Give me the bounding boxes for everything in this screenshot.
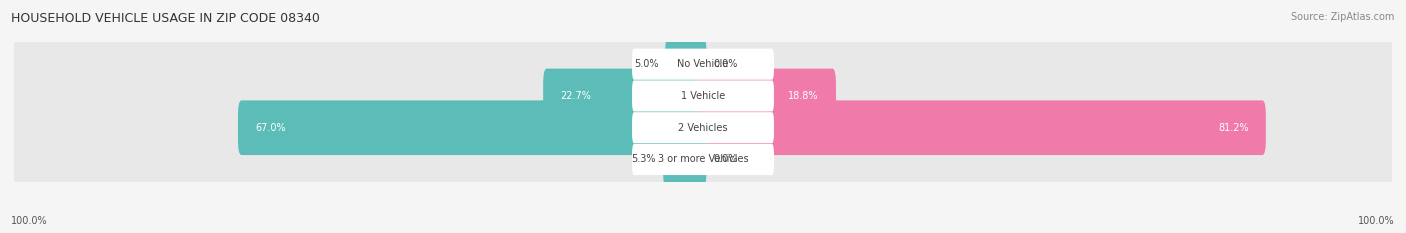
FancyBboxPatch shape <box>8 26 1398 103</box>
Text: 81.2%: 81.2% <box>1218 123 1249 133</box>
FancyBboxPatch shape <box>543 69 706 123</box>
Text: 100.0%: 100.0% <box>11 216 48 226</box>
FancyBboxPatch shape <box>238 100 706 155</box>
Text: 5.0%: 5.0% <box>634 59 658 69</box>
FancyBboxPatch shape <box>8 89 1398 166</box>
Text: 22.7%: 22.7% <box>561 91 592 101</box>
Text: No Vehicle: No Vehicle <box>678 59 728 69</box>
FancyBboxPatch shape <box>8 121 1398 198</box>
Text: 18.8%: 18.8% <box>789 91 818 101</box>
Text: 2 Vehicles: 2 Vehicles <box>678 123 728 133</box>
Text: 5.3%: 5.3% <box>631 154 657 164</box>
Text: HOUSEHOLD VEHICLE USAGE IN ZIP CODE 08340: HOUSEHOLD VEHICLE USAGE IN ZIP CODE 0834… <box>11 12 321 25</box>
FancyBboxPatch shape <box>633 144 773 175</box>
FancyBboxPatch shape <box>664 132 706 187</box>
FancyBboxPatch shape <box>700 100 1265 155</box>
FancyBboxPatch shape <box>633 80 773 112</box>
Text: 0.0%: 0.0% <box>713 154 738 164</box>
FancyBboxPatch shape <box>665 37 706 92</box>
Text: 100.0%: 100.0% <box>1358 216 1395 226</box>
FancyBboxPatch shape <box>633 112 773 143</box>
Text: 3 or more Vehicles: 3 or more Vehicles <box>658 154 748 164</box>
Text: Source: ZipAtlas.com: Source: ZipAtlas.com <box>1291 12 1395 22</box>
FancyBboxPatch shape <box>700 69 837 123</box>
FancyBboxPatch shape <box>633 49 773 80</box>
FancyBboxPatch shape <box>8 58 1398 134</box>
Text: 1 Vehicle: 1 Vehicle <box>681 91 725 101</box>
Text: 0.0%: 0.0% <box>713 59 738 69</box>
Text: 67.0%: 67.0% <box>254 123 285 133</box>
